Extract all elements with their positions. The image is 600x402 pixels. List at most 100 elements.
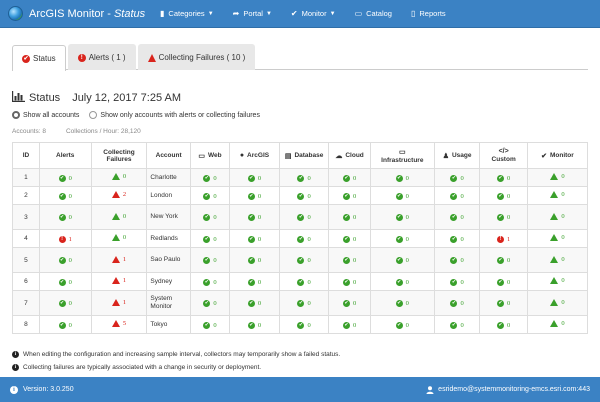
cell-cloud[interactable]: ✔ 0 — [328, 272, 371, 291]
cell-custom[interactable]: ✔ 0 — [479, 315, 528, 334]
cell-web[interactable]: ✔ 0 — [189, 168, 231, 187]
cell-infrastructure[interactable]: ✔ 0 — [369, 168, 435, 187]
cell-database[interactable]: ✔ 0 — [278, 186, 330, 205]
cell-web[interactable]: ✔ 0 — [189, 272, 231, 291]
cell-usage[interactable]: ✔ 0 — [433, 272, 481, 291]
cell-web[interactable]: ✔ 0 — [189, 186, 231, 205]
cell-custom[interactable]: ✔ 0 — [479, 186, 528, 205]
cell-monitor[interactable]: 0 — [526, 168, 589, 187]
cell-infrastructure[interactable]: ✔ 0 — [369, 247, 435, 273]
table-row[interactable]: 3 ✔ 0 0 New York ✔ 0 ✔ 0 ✔ 0 ✔ 0 ✔ 0 ✔ 0 ✔ 0 0 — [12, 204, 589, 230]
tab-collecting-failures[interactable]: Collecting Failures ( 10 ) — [137, 44, 256, 70]
cell-arcgis[interactable]: ✔ 0 — [229, 315, 280, 334]
cell-alerts[interactable]: ✔ 0 — [38, 272, 92, 291]
cell-database[interactable]: ✔ 0 — [278, 204, 330, 230]
cell-web[interactable]: ✔ 0 — [189, 290, 231, 316]
cell-arcgis[interactable]: ✔ 0 — [229, 229, 280, 248]
tab-status[interactable]: ✔ Status — [12, 45, 66, 71]
radio-alerts-indicator[interactable] — [89, 111, 98, 119]
cell-collecting-failures[interactable]: 1 — [90, 247, 148, 273]
cell-web[interactable]: ✔ 0 — [189, 247, 231, 273]
cell-database[interactable]: ✔ 0 — [278, 229, 330, 248]
cell-alerts[interactable]: ✔ 0 — [38, 204, 92, 230]
cell-cloud[interactable]: ✔ 0 — [328, 204, 371, 230]
radio-all-indicator[interactable] — [12, 111, 20, 119]
cell-infrastructure[interactable]: ✔ 0 — [369, 229, 435, 248]
cell-web[interactable]: ✔ 0 — [189, 229, 231, 248]
cell-arcgis[interactable]: ✔ 0 — [229, 247, 280, 273]
cell-alerts[interactable]: ✔ 0 — [38, 247, 92, 273]
col-arcgis[interactable]: ● ArcGIS — [229, 142, 280, 169]
cell-monitor[interactable]: 0 — [526, 247, 589, 273]
tab-alerts[interactable]: ! Alerts ( 1 ) — [67, 44, 136, 70]
cell-usage[interactable]: ✔ 0 — [433, 204, 481, 230]
col-infrastructure[interactable]: ▭ Infrastructure — [369, 142, 435, 169]
cell-custom[interactable]: ✔ 0 — [479, 168, 528, 187]
cell-custom[interactable]: ✔ 0 — [479, 272, 528, 291]
table-row[interactable]: 2 ✔ 0 2 London ✔ 0 ✔ 0 ✔ 0 ✔ 0 ✔ 0 ✔ 0 ✔ 0 0 — [12, 186, 589, 205]
col-id[interactable]: ID — [12, 142, 40, 169]
cell-usage[interactable]: ✔ 0 — [433, 168, 481, 187]
cell-infrastructure[interactable]: ✔ 0 — [369, 186, 435, 205]
col-custom[interactable]: </> Custom — [479, 142, 528, 169]
cell-cloud[interactable]: ✔ 0 — [328, 247, 371, 273]
cell-collecting-failures[interactable]: 0 — [90, 204, 148, 230]
cell-arcgis[interactable]: ✔ 0 — [229, 290, 280, 316]
cell-database[interactable]: ✔ 0 — [278, 247, 330, 273]
table-row[interactable]: 5 ✔ 0 1 Sao Paulo ✔ 0 ✔ 0 ✔ 0 ✔ 0 ✔ 0 ✔ 0 ✔ 0 0 — [12, 247, 589, 273]
cell-database[interactable]: ✔ 0 — [278, 315, 330, 334]
cell-monitor[interactable]: 0 — [526, 204, 589, 230]
cell-infrastructure[interactable]: ✔ 0 — [369, 315, 435, 334]
cell-usage[interactable]: ✔ 0 — [433, 229, 481, 248]
cell-custom[interactable]: ✔ 0 — [479, 247, 528, 273]
cell-monitor[interactable]: 0 — [526, 186, 589, 205]
table-row[interactable]: 1 ✔ 0 0 Charlotte ✔ 0 ✔ 0 ✔ 0 ✔ 0 ✔ 0 ✔ 0 ✔ 0 0 — [12, 168, 589, 187]
cell-database[interactable]: ✔ 0 — [278, 290, 330, 316]
col-alerts[interactable]: Alerts — [38, 142, 92, 169]
radio-show-all[interactable]: Show all accounts — [12, 111, 79, 119]
cell-cloud[interactable]: ✔ 0 — [328, 229, 371, 248]
cell-arcgis[interactable]: ✔ 0 — [229, 168, 280, 187]
cell-alerts[interactable]: ✔ 0 — [38, 315, 92, 334]
table-row[interactable]: 8 ✔ 0 5 Tokyo ✔ 0 ✔ 0 ✔ 0 ✔ 0 ✔ 0 ✔ 0 ✔ 0 0 — [12, 315, 589, 334]
cell-database[interactable]: ✔ 0 — [278, 168, 330, 187]
col-monitor[interactable]: ✔ Monitor — [526, 142, 589, 169]
cell-infrastructure[interactable]: ✔ 0 — [369, 290, 435, 316]
cell-monitor[interactable]: 0 — [526, 315, 589, 334]
cell-cloud[interactable]: ✔ 0 — [328, 290, 371, 316]
brand[interactable]: ArcGIS Monitor - Status — [0, 6, 160, 21]
table-row[interactable]: 4! 1 0 Redlands ✔ 0 ✔ 0 ✔ 0 ✔ 0 ✔ 0 ✔ 0! 1 0 — [12, 229, 589, 248]
nav-item-reports[interactable]: ▯ Reports — [411, 9, 446, 18]
cell-web[interactable]: ✔ 0 — [189, 204, 231, 230]
cell-infrastructure[interactable]: ✔ 0 — [369, 204, 435, 230]
cell-usage[interactable]: ✔ 0 — [433, 247, 481, 273]
cell-usage[interactable]: ✔ 0 — [433, 290, 481, 316]
table-row[interactable]: 6 ✔ 0 1 Sydney ✔ 0 ✔ 0 ✔ 0 ✔ 0 ✔ 0 ✔ 0 ✔ 0 0 — [12, 272, 589, 291]
cell-cloud[interactable]: ✔ 0 — [328, 315, 371, 334]
cell-usage[interactable]: ✔ 0 — [433, 315, 481, 334]
cell-cloud[interactable]: ✔ 0 — [328, 186, 371, 205]
nav-item-monitor[interactable]: ✔ Monitor ▼ — [291, 9, 336, 18]
cell-arcgis[interactable]: ✔ 0 — [229, 186, 280, 205]
col-usage[interactable]: ♟ Usage — [433, 142, 481, 169]
cell-collecting-failures[interactable]: 1 — [90, 290, 148, 316]
cell-monitor[interactable]: 0 — [526, 229, 589, 248]
cell-collecting-failures[interactable]: 2 — [90, 186, 148, 205]
cell-arcgis[interactable]: ✔ 0 — [229, 204, 280, 230]
cell-database[interactable]: ✔ 0 — [278, 272, 330, 291]
cell-web[interactable]: ✔ 0 — [189, 315, 231, 334]
nav-item-categories[interactable]: ▮ Categories ▼ — [160, 9, 214, 18]
col-database[interactable]: ▤ Database — [278, 142, 330, 169]
cell-arcgis[interactable]: ✔ 0 — [229, 272, 280, 291]
col-collecting-failures[interactable]: Collecting Failures — [90, 142, 148, 169]
cell-custom[interactable]: ✔ 0 — [479, 204, 528, 230]
cell-alerts[interactable]: ! 1 — [38, 229, 92, 248]
cell-alerts[interactable]: ✔ 0 — [38, 290, 92, 316]
cell-usage[interactable]: ✔ 0 — [433, 186, 481, 205]
radio-show-alerts-only[interactable]: Show only accounts with alerts or collec… — [89, 111, 260, 119]
cell-infrastructure[interactable]: ✔ 0 — [369, 272, 435, 291]
col-account[interactable]: Account — [146, 142, 191, 169]
nav-item-portal[interactable]: ➦ Portal ▼ — [233, 9, 272, 18]
cell-monitor[interactable]: 0 — [526, 290, 589, 316]
cell-monitor[interactable]: 0 — [526, 272, 589, 291]
